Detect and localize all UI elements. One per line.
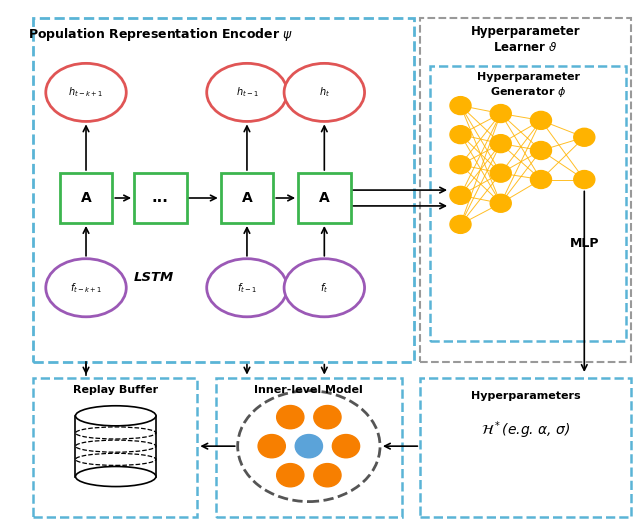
Bar (33, 18, 414, 362)
Circle shape (490, 105, 511, 122)
Circle shape (276, 406, 304, 429)
Text: ...: ... (152, 191, 169, 205)
Ellipse shape (76, 406, 156, 426)
Text: Generator $\phi$: Generator $\phi$ (490, 86, 567, 99)
Ellipse shape (76, 467, 156, 487)
Circle shape (490, 164, 511, 182)
Text: Hyperparameter: Hyperparameter (470, 25, 580, 38)
Bar (221, 173, 273, 223)
Ellipse shape (284, 63, 365, 121)
Bar (76, 416, 156, 476)
Text: Hyperparameter: Hyperparameter (477, 72, 580, 81)
Text: Learner $\vartheta$: Learner $\vartheta$ (493, 41, 557, 54)
Circle shape (258, 435, 285, 458)
Circle shape (490, 135, 511, 153)
Text: $f_{t-1}$: $f_{t-1}$ (237, 281, 257, 295)
Text: A: A (319, 191, 330, 205)
Circle shape (531, 111, 552, 129)
Circle shape (574, 128, 595, 146)
Circle shape (450, 97, 471, 115)
Text: Inner-level Model: Inner-level Model (255, 385, 364, 394)
Ellipse shape (207, 259, 287, 317)
Text: $h_{t-k+1}$: $h_{t-k+1}$ (68, 86, 104, 99)
Circle shape (450, 186, 471, 204)
Circle shape (332, 435, 360, 458)
Text: $f_t$: $f_t$ (320, 281, 328, 295)
Ellipse shape (46, 63, 126, 121)
Text: $f_{t-k+1}$: $f_{t-k+1}$ (70, 281, 102, 295)
Text: LSTM: LSTM (134, 271, 174, 284)
Text: A: A (241, 191, 252, 205)
Circle shape (490, 194, 511, 212)
Ellipse shape (237, 391, 380, 502)
Circle shape (574, 171, 595, 188)
Bar (298, 173, 351, 223)
Circle shape (531, 171, 552, 188)
Bar (134, 173, 187, 223)
Text: $h_{t-1}$: $h_{t-1}$ (236, 86, 259, 99)
Circle shape (314, 464, 341, 487)
Ellipse shape (284, 259, 365, 317)
Text: Replay Buffer: Replay Buffer (73, 385, 158, 394)
Circle shape (450, 156, 471, 174)
Bar (429, 66, 627, 341)
Ellipse shape (207, 63, 287, 121)
Circle shape (531, 142, 552, 159)
Bar (420, 18, 630, 362)
Bar (420, 378, 630, 517)
Text: Hyperparameters: Hyperparameters (470, 391, 580, 401)
Circle shape (450, 215, 471, 233)
Text: Population Representation Encoder $\psi$: Population Representation Encoder $\psi$ (28, 26, 293, 43)
Text: $h_t$: $h_t$ (319, 86, 330, 99)
Circle shape (314, 406, 341, 429)
Text: $\mathcal{H}^*$(e.g. $\alpha$, $\sigma$): $\mathcal{H}^*$(e.g. $\alpha$, $\sigma$) (481, 420, 570, 441)
Ellipse shape (46, 259, 126, 317)
Text: MLP: MLP (570, 238, 599, 250)
Bar (216, 378, 402, 517)
Bar (33, 378, 197, 517)
Bar (60, 173, 113, 223)
Text: A: A (81, 191, 92, 205)
Circle shape (276, 464, 304, 487)
Circle shape (450, 126, 471, 144)
Circle shape (295, 435, 323, 458)
